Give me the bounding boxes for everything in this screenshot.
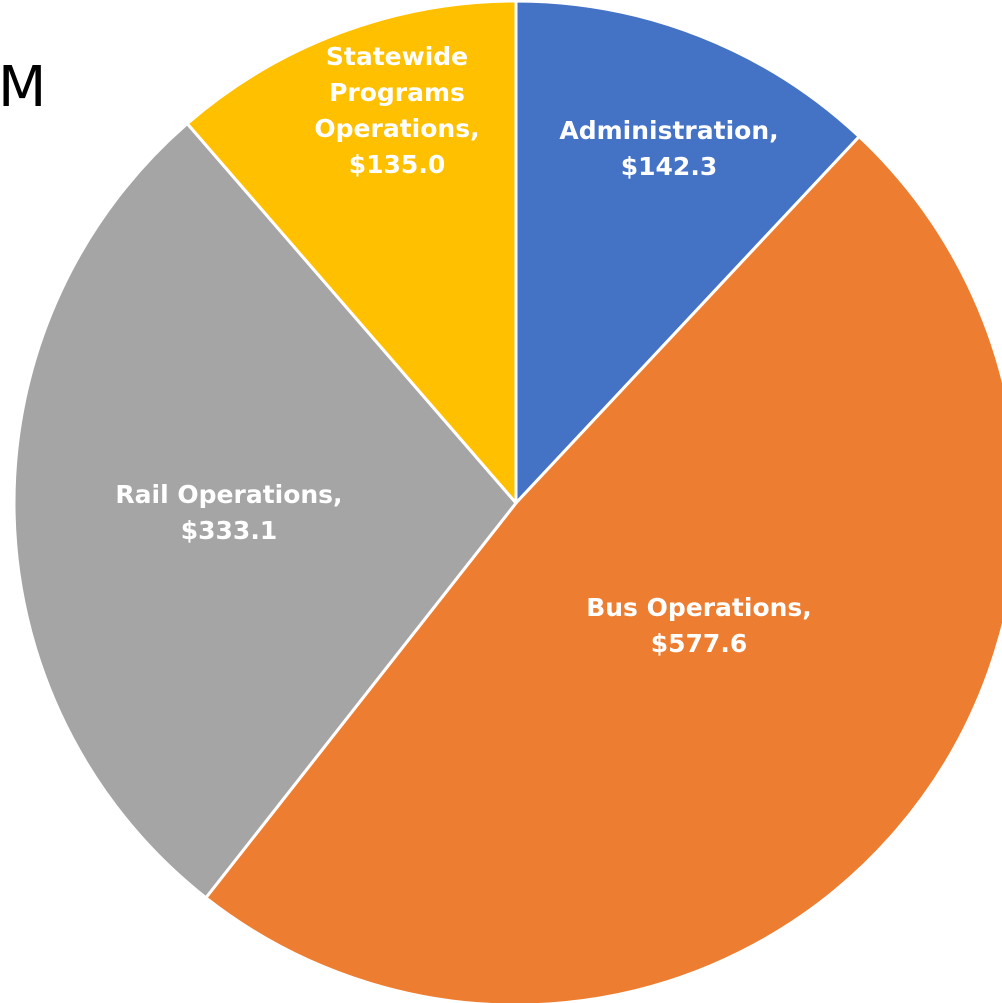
data-label-line: $333.1 (181, 516, 277, 545)
pie-slice-bus-operations (204, 135, 1002, 1003)
data-label-line: Statewide (326, 42, 468, 71)
pie-slice-statewide-programs-operations (185, 0, 518, 505)
data-label-line: Administration, (559, 116, 778, 145)
data-label-line: Bus Operations, (586, 593, 812, 622)
data-label-line: $142.3 (621, 152, 717, 181)
data-label-line: $135.0 (349, 150, 445, 179)
truncated-title-text: M (0, 55, 47, 120)
data-label-line: $577.6 (651, 629, 747, 658)
pie-slice-administration (514, 0, 861, 505)
data-label-administration: Administration, $142.3 (559, 116, 778, 181)
pie-slices (12, 0, 1002, 1003)
data-label-bus-operations: Bus Operations, $577.6 (586, 593, 812, 658)
pie-labels: Administration, $142.3 Bus Operations, $577… (115, 42, 811, 658)
data-label-line: Operations, (314, 114, 479, 143)
data-label-line: Rail Operations, (115, 480, 342, 509)
data-label-rail-operations: Rail Operations, $333.1 (115, 480, 342, 545)
pie-slice-rail-operations (12, 122, 518, 900)
data-label-line: Programs (329, 78, 465, 107)
data-label-statewide-programs-operations: Statewide Programs Operations, $135.0 (314, 42, 479, 179)
